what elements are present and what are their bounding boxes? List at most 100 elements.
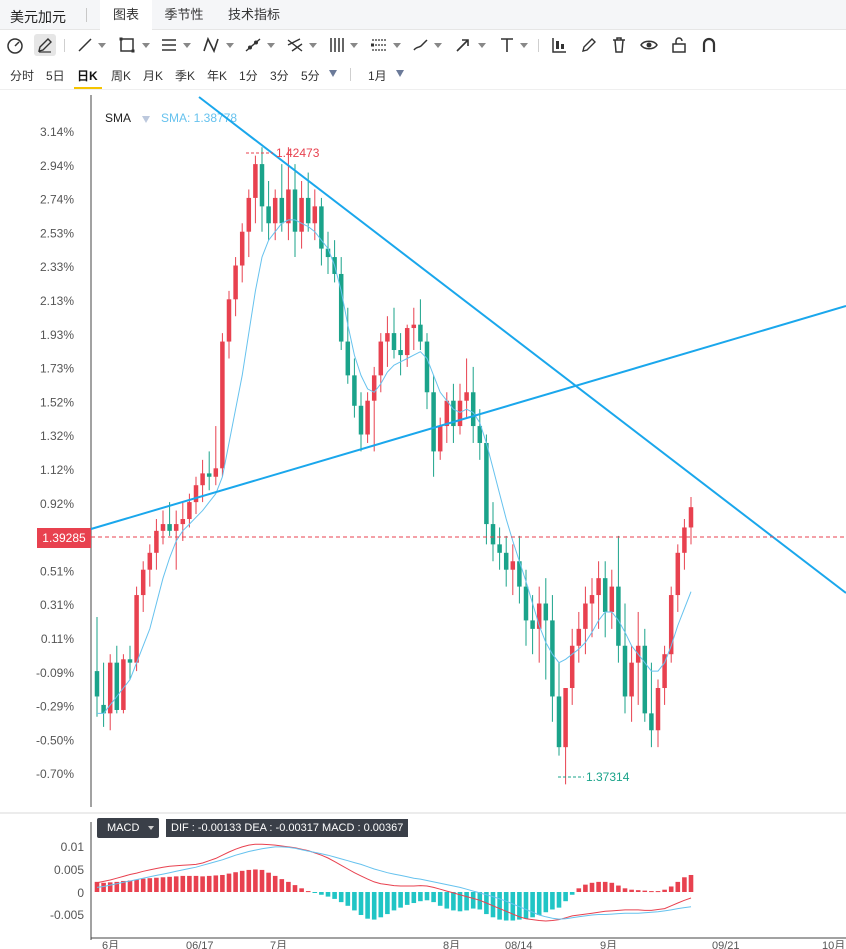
macd-tick-label: 0.005 (54, 863, 84, 877)
period-timeshare[interactable]: 分时 (10, 69, 35, 83)
macd-bar (642, 890, 648, 892)
chevron-down-icon[interactable] (267, 43, 275, 48)
chevron-down-icon[interactable] (478, 43, 486, 48)
chevron-down-icon[interactable] (393, 43, 401, 48)
period-weekly-k[interactable]: 周K (111, 69, 132, 83)
chevron-down-icon[interactable] (520, 43, 528, 48)
period-quarterly-k[interactable]: 季K (175, 69, 196, 83)
candle (220, 333, 225, 477)
macd-bar (246, 869, 252, 892)
main-price-chart[interactable]: 3.14% 2.94% 2.74% 2.53% 2.33% 2.13% 1.93% 1.73%… (0, 95, 846, 810)
candle (154, 519, 159, 570)
macd-bar (147, 878, 153, 892)
y-tick-label: -0.70% (36, 767, 74, 781)
symbol-title[interactable]: 美元加元 (10, 9, 66, 25)
period-yearly-k[interactable]: 年K (207, 69, 228, 83)
range-selector[interactable]: 1月 (368, 69, 387, 83)
candle (398, 333, 403, 376)
channel-icon[interactable] (368, 34, 390, 56)
macd-bar (431, 892, 436, 903)
y-tick-label: 1.32% (40, 429, 74, 443)
candle (292, 164, 298, 258)
macd-bar (602, 881, 608, 892)
trendline-descending[interactable] (198, 96, 846, 594)
rectangle-icon[interactable] (116, 34, 138, 56)
period-daily-k[interactable]: 日K (77, 69, 98, 83)
chevron-down-icon[interactable] (98, 43, 106, 48)
candle (371, 366, 377, 452)
candle (193, 476, 199, 514)
macd-bar (233, 872, 238, 892)
macd-bar (404, 892, 410, 905)
candle (629, 645, 634, 722)
macd-panel[interactable]: 0.01 0.005 0 -0.005 6月 06/17 7月 8月 08/14… (0, 812, 846, 949)
macd-bar (589, 882, 595, 892)
tab-chart[interactable]: 图表 (100, 0, 152, 30)
macd-bar (358, 892, 364, 915)
candle (266, 181, 271, 241)
candle (437, 417, 443, 460)
candle (649, 662, 654, 748)
zigzag-icon[interactable] (200, 34, 222, 56)
chevron-down-icon[interactable] (142, 43, 150, 48)
macd-indicator-selector[interactable]: MACD (97, 818, 159, 838)
macd-bar (398, 892, 403, 908)
range-dropdown[interactable] (396, 70, 404, 77)
macd-bar (180, 875, 186, 892)
text-icon[interactable] (496, 34, 518, 56)
macd-bar (569, 892, 575, 895)
candle (226, 290, 232, 359)
chart-type-icon[interactable] (548, 34, 570, 56)
tab-technical-indicators[interactable]: 技术指标 (227, 7, 280, 22)
sma-indicator-name[interactable]: SMA (105, 111, 131, 125)
trendline-ascending[interactable] (90, 305, 846, 530)
sma-dropdown-icon[interactable] (142, 116, 150, 123)
vertical-lines-icon[interactable] (326, 34, 348, 56)
chevron-down-icon[interactable] (350, 43, 358, 48)
chevron-down-icon[interactable] (434, 43, 442, 48)
candle (319, 197, 324, 266)
pen-icon[interactable] (34, 34, 56, 56)
candle (411, 307, 417, 351)
trend-icon[interactable] (242, 34, 264, 56)
fork-icon[interactable] (284, 34, 306, 56)
period-more-dropdown[interactable] (329, 70, 337, 77)
macd-bar (299, 888, 304, 892)
candle (418, 299, 423, 351)
candle (312, 189, 318, 241)
candle (107, 654, 113, 731)
arrow-icon[interactable] (452, 34, 474, 56)
line-icon[interactable] (74, 34, 96, 56)
period-5-min[interactable]: 5分 (301, 69, 320, 83)
candle (325, 231, 331, 274)
lines-icon[interactable] (158, 34, 180, 56)
magnet-icon[interactable] (698, 34, 720, 56)
candle (675, 544, 681, 612)
trash-icon[interactable] (608, 34, 630, 56)
eye-icon[interactable] (638, 34, 660, 56)
candle (616, 535, 621, 663)
macd-bar (490, 892, 496, 918)
macd-bar (319, 892, 324, 895)
chevron-down-icon[interactable] (183, 43, 191, 48)
chevron-down-icon[interactable] (226, 43, 234, 48)
draw-icon[interactable] (578, 34, 600, 56)
brush-icon[interactable] (410, 34, 432, 56)
candle (484, 434, 489, 545)
macd-bar (286, 881, 291, 892)
lock-icon[interactable] (668, 34, 690, 56)
period-5-day[interactable]: 5日 (46, 69, 65, 83)
chevron-down-icon[interactable] (309, 43, 317, 48)
period-1-min[interactable]: 1分 (239, 69, 258, 83)
macd-bar (635, 890, 641, 892)
tab-seasonality[interactable]: 季节性 (164, 7, 204, 22)
y-tick-label: 2.33% (40, 260, 74, 274)
macd-bar (563, 892, 568, 902)
macd-bar (649, 891, 654, 893)
macd-bar (266, 872, 271, 892)
top-header: 美元加元 图表 季节性 技术指标 (0, 0, 846, 30)
chevron-down-icon[interactable] (148, 826, 154, 830)
period-3-min[interactable]: 3分 (270, 69, 289, 83)
period-monthly-k[interactable]: 月K (143, 69, 164, 83)
gauge-icon[interactable] (4, 34, 26, 56)
